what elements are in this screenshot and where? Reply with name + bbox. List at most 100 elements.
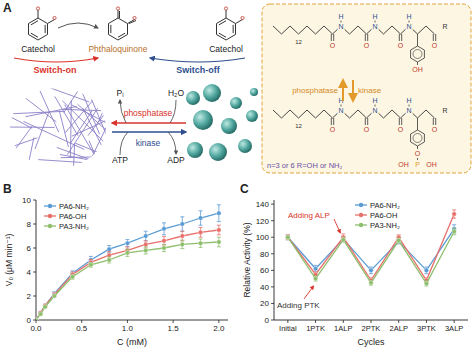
panel-label: B <box>3 182 12 196</box>
error-bar <box>162 237 166 245</box>
x-tick <box>81 320 82 323</box>
atom: N <box>338 23 343 30</box>
fibre <box>62 101 104 143</box>
legend-marker <box>359 213 363 217</box>
annotation-arrow <box>334 219 340 233</box>
atom: O <box>364 42 370 49</box>
y-tick <box>271 286 274 287</box>
structure-box <box>262 4 471 173</box>
carbonyl <box>331 118 332 125</box>
y-tick <box>271 220 274 221</box>
carbonyl <box>367 118 368 125</box>
x-axis <box>36 320 228 321</box>
data-point <box>180 234 185 239</box>
fibre <box>35 112 49 149</box>
atom: N <box>406 23 411 30</box>
y-tick-label: 140 <box>256 200 270 209</box>
atom: H <box>406 13 411 20</box>
legend: PA6-NH₂PA6-OHPA3-NH₂ <box>44 202 89 231</box>
carbonyl <box>399 34 400 41</box>
plot-marks <box>36 205 221 320</box>
panel-label: A <box>3 1 12 15</box>
oxygen <box>36 7 39 10</box>
error-bar <box>217 225 221 235</box>
oxygen <box>116 7 119 10</box>
x-tick <box>454 320 455 323</box>
y-tick-label: 80 <box>260 250 269 259</box>
bond <box>38 10 39 18</box>
error-bar <box>286 235 290 240</box>
y-axis <box>36 200 37 320</box>
reagent: H₂O <box>168 88 184 98</box>
atom: H <box>372 13 377 20</box>
y-tick <box>33 272 36 273</box>
y-tick <box>33 248 36 249</box>
product-arrow <box>120 100 126 123</box>
atom: OH <box>426 161 437 168</box>
error-bar <box>125 249 129 256</box>
data-point <box>143 242 148 247</box>
data-point <box>198 241 203 246</box>
fibre <box>83 108 108 157</box>
plot-marks <box>286 210 457 286</box>
x-tick-label: 2ALP <box>390 324 408 333</box>
error-bar <box>217 237 221 247</box>
atom: H <box>338 13 343 20</box>
y-tick-label: 10 <box>22 196 31 205</box>
data-point <box>286 235 291 240</box>
y-tick <box>271 204 274 205</box>
bond <box>119 11 120 18</box>
error-bar <box>199 228 203 238</box>
atom: O <box>432 126 438 133</box>
carbonyl <box>367 34 368 41</box>
error-bar <box>199 211 203 225</box>
data-point <box>217 228 222 233</box>
po-bond <box>417 158 418 160</box>
data-point <box>162 246 167 251</box>
bond <box>118 10 119 18</box>
error-bar <box>71 274 75 279</box>
phenol-ring <box>411 130 425 146</box>
error-bar <box>397 238 401 243</box>
atom: O <box>432 42 438 49</box>
data-point <box>286 235 291 240</box>
y-tick <box>271 253 274 254</box>
atom: OH <box>398 161 409 168</box>
carbonyl <box>333 118 334 125</box>
side-chain <box>417 34 418 46</box>
nanosphere <box>246 110 258 122</box>
molecule-name: Catechol <box>21 44 55 54</box>
reactant-arrow <box>170 100 176 123</box>
double-bond <box>118 33 125 37</box>
data-point <box>452 212 457 217</box>
data-point <box>143 248 148 253</box>
atom: R <box>442 107 447 114</box>
fibre <box>38 160 104 164</box>
error-bar <box>107 257 111 263</box>
series-line <box>36 230 219 320</box>
carbonyl <box>333 34 334 41</box>
error-bar <box>424 281 428 286</box>
y-tick <box>271 320 274 321</box>
y-tick <box>271 303 274 304</box>
data-point <box>43 305 48 310</box>
annotation-arrow <box>304 286 314 299</box>
carbonyl <box>433 34 434 41</box>
switch-off: Switch-off <box>176 65 220 75</box>
oxygen <box>53 16 56 19</box>
atom: O <box>330 42 336 49</box>
atom: N <box>338 107 343 114</box>
atom: R <box>442 23 447 30</box>
data-point <box>125 251 130 256</box>
error-bar <box>180 240 184 248</box>
switch-on: Switch-on <box>34 65 77 75</box>
figure: ACatecholPhthaloquinoneCatecholSwitch-on… <box>0 0 474 353</box>
error-bar <box>452 225 456 233</box>
error-bar <box>180 217 184 231</box>
nanosphere <box>250 88 258 96</box>
error-bar <box>162 223 166 235</box>
nanosphere <box>209 143 227 161</box>
y-tick <box>271 270 274 271</box>
x-tick-label: 3PTK <box>417 324 436 333</box>
error-bar <box>397 239 401 244</box>
